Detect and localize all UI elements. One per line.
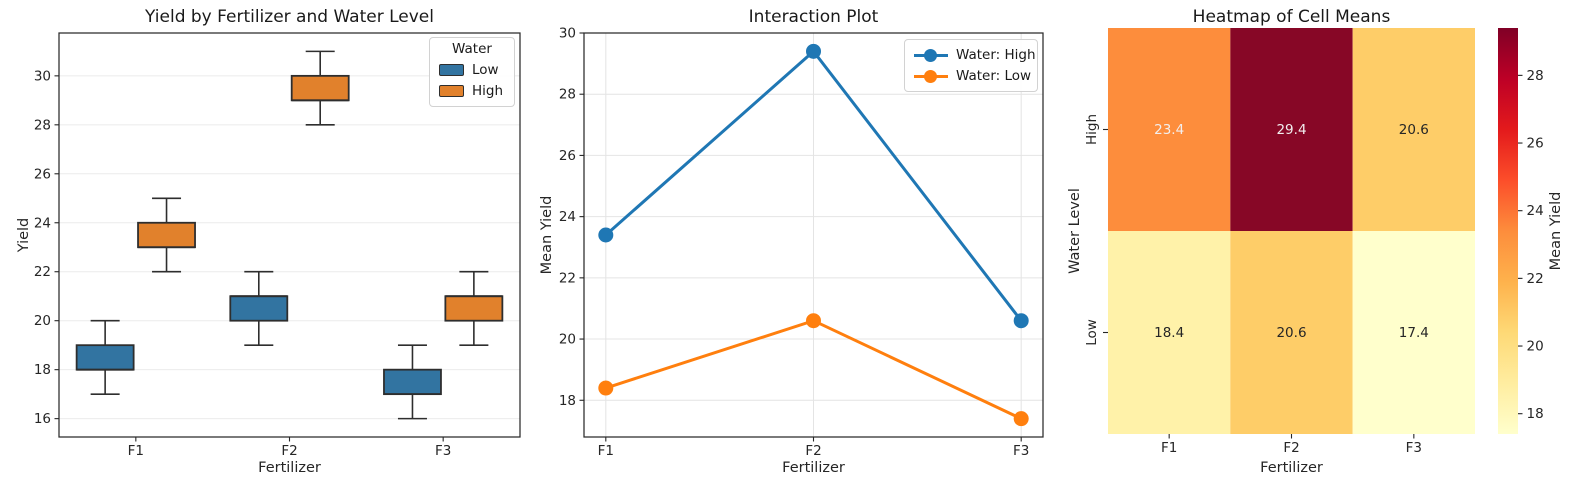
- box-low-F3: [383, 368, 442, 396]
- y-tick-label: 20: [559, 332, 576, 348]
- boxplot-xlabel: Fertilizer: [258, 460, 321, 476]
- y-tick-label: 24: [34, 215, 51, 231]
- y-tick-label: 30: [34, 68, 51, 84]
- x-tick-label: F1: [128, 443, 144, 459]
- x-tick-label: F1: [1161, 440, 1177, 456]
- marker-dot-icon: [924, 69, 937, 83]
- interaction-legend: Water: High Water: Low: [904, 39, 1038, 92]
- legend-entry-label: Water: High: [956, 47, 1036, 63]
- boxplot-ylabel: Yield: [16, 217, 32, 253]
- box-high-F3: [444, 295, 504, 322]
- heatmap-cell-low-F1: [1108, 231, 1231, 434]
- interaction-ylabel: Mean Yield: [539, 195, 555, 275]
- y-tick-label: 24: [559, 209, 576, 225]
- y-tick-label: 18: [559, 393, 576, 409]
- colorbar-label: Mean Yield: [1548, 191, 1564, 271]
- legend-entry-water-low: Water: Low: [905, 68, 1037, 84]
- x-tick-label: F3: [1406, 440, 1422, 456]
- cell-value: 23.4: [1154, 122, 1184, 138]
- cell-value: 20.6: [1276, 325, 1306, 341]
- heatmap-cell-high-F1: [1108, 28, 1231, 231]
- y-tick-label: 18: [34, 362, 51, 378]
- high-line-sample: [914, 47, 948, 63]
- box-low-F1: [75, 344, 135, 371]
- cell-value: 17.4: [1399, 325, 1429, 341]
- data-point: [598, 227, 614, 243]
- y-tick-label: 22: [34, 264, 51, 280]
- cell-value: 20.6: [1399, 122, 1429, 138]
- heatmap-xlabel: Fertilizer: [1260, 460, 1323, 476]
- boxplot-title: Yield by Fertilizer and Water Level: [145, 7, 434, 27]
- y-tick-label: 22: [559, 270, 576, 286]
- interaction-xlabel: Fertilizer: [782, 460, 845, 476]
- data-point: [806, 313, 821, 329]
- y-tick-label: 26: [34, 166, 51, 182]
- y-tick-label: 26: [559, 148, 576, 164]
- box-low-F2: [229, 295, 289, 322]
- legend-entry-water-high: Water: High: [905, 47, 1037, 63]
- x-tick-label: F3: [435, 443, 451, 459]
- heatmap-ylabel: Water Level: [1067, 188, 1083, 274]
- y-tick-label: 30: [559, 26, 576, 42]
- low-swatch: [439, 64, 464, 76]
- colorbar-tick-label: 24: [1527, 203, 1544, 219]
- data-point: [1013, 411, 1029, 427]
- box-high-F2: [290, 74, 350, 102]
- y-tick-label: High: [1084, 114, 1100, 145]
- cell-value: 29.4: [1276, 122, 1306, 138]
- y-tick-label: 20: [34, 313, 51, 329]
- heatmap-title: Heatmap of Cell Means: [1192, 7, 1391, 27]
- heatmap-cell-low-F3: [1352, 231, 1475, 434]
- x-tick-label: F2: [1283, 440, 1299, 456]
- legend-entry-label: Water: Low: [956, 68, 1032, 84]
- colorbar-tick-label: 18: [1527, 406, 1544, 422]
- legend-entry-label: High: [472, 83, 504, 99]
- legend-entry-low: Low: [430, 62, 514, 78]
- high-swatch: [439, 85, 464, 97]
- colorbar-tick-label: 26: [1527, 136, 1544, 152]
- colorbar-tick-label: 28: [1527, 68, 1544, 84]
- heatmap-cell-low-F2: [1230, 231, 1353, 434]
- heatmap-cell-high-F3: [1352, 28, 1475, 231]
- legend-title: Water: [452, 41, 492, 57]
- cell-value: 18.4: [1154, 325, 1184, 341]
- y-tick-label: 28: [34, 117, 51, 133]
- x-tick-label: F1: [598, 443, 614, 459]
- legend-entry-label: Low: [472, 62, 499, 78]
- colorbar-tick-label: 22: [1527, 271, 1544, 287]
- x-tick-label: F2: [805, 443, 821, 459]
- low-line-sample: [914, 68, 948, 84]
- box-high-F1: [137, 221, 196, 249]
- y-tick-label: 28: [559, 87, 576, 103]
- x-tick-label: F2: [281, 443, 297, 459]
- boxplot-legend: Water Low High: [429, 37, 515, 107]
- marker-dot-icon: [924, 48, 937, 62]
- y-tick-label: Low: [1084, 319, 1100, 346]
- data-point: [598, 380, 614, 396]
- data-point: [1013, 313, 1029, 329]
- colorbar-tick-label: 20: [1527, 339, 1544, 355]
- data-point: [806, 43, 821, 59]
- x-tick-label: F3: [1013, 443, 1029, 459]
- y-tick-label: 16: [34, 411, 51, 427]
- colorbar: [1498, 28, 1518, 434]
- legend-entry-high: High: [430, 83, 514, 99]
- interaction-title: Interaction Plot: [748, 7, 879, 27]
- heatmap-cell-high-F2: [1230, 28, 1353, 231]
